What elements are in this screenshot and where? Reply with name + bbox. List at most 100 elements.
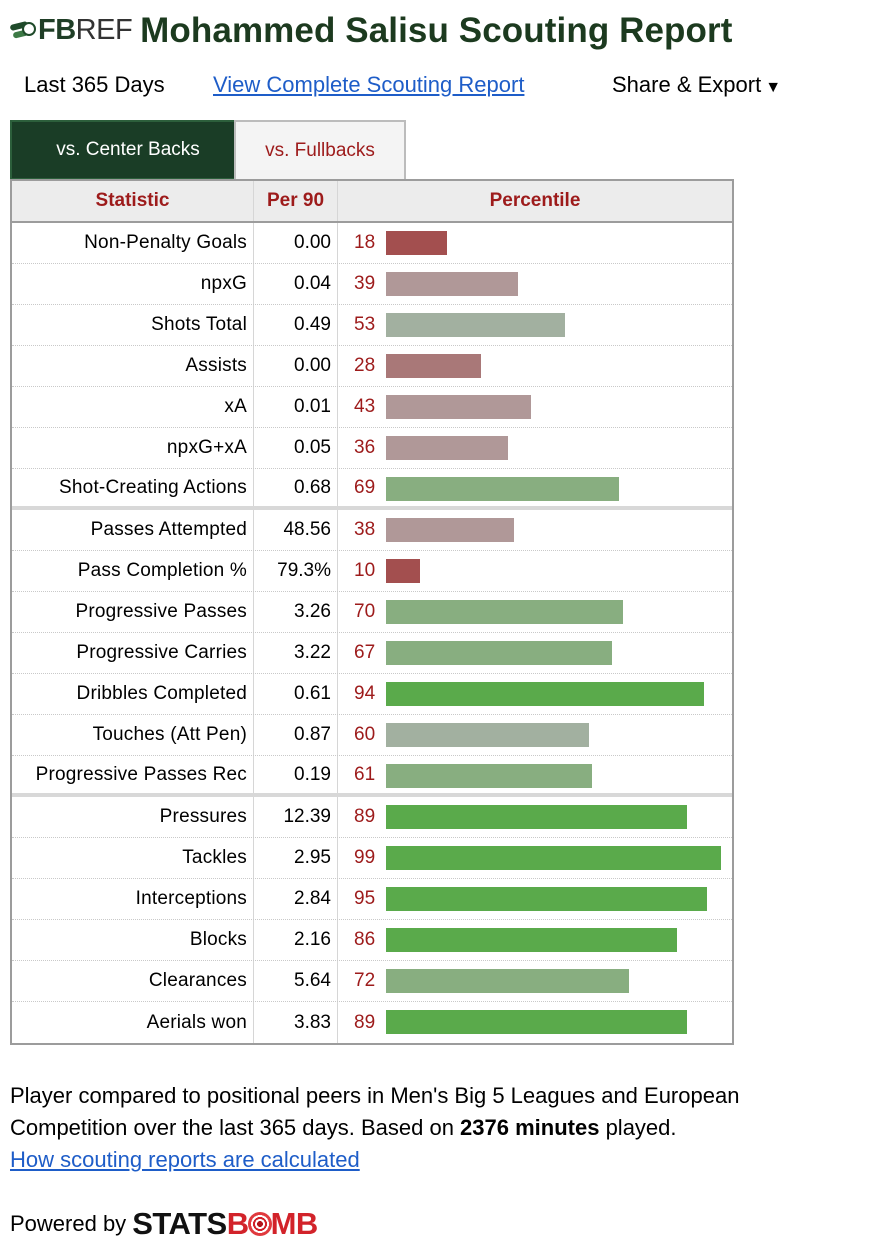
percentile-bar — [386, 559, 420, 583]
per90-value: 0.05 — [254, 428, 338, 468]
table-row: Shot-Creating Actions 0.68 69 — [12, 469, 732, 510]
table-row: Progressive Carries 3.22 67 — [12, 633, 732, 674]
chevron-down-icon: ▼ — [765, 79, 782, 96]
logo-fb: FB — [38, 13, 76, 46]
percentile-cell: 10 — [338, 551, 732, 591]
brand-mb: MB — [270, 1206, 319, 1241]
percentile-cell: 39 — [338, 264, 732, 304]
percentile-cell: 94 — [338, 674, 732, 714]
percentile-cell: 53 — [338, 305, 732, 345]
table-row: Pass Completion % 79.3% 10 — [12, 551, 732, 592]
percentile-cell: 86 — [338, 920, 732, 960]
table-row: Pressures 12.39 89 — [12, 797, 732, 838]
period-label: Last 365 Days — [24, 72, 165, 97]
percentile-value: 53 — [354, 314, 376, 335]
percentile-bar — [386, 1010, 687, 1034]
table-row: Dribbles Completed 0.61 94 — [12, 674, 732, 715]
stat-name: npxG — [12, 264, 254, 304]
per90-value: 0.19 — [254, 756, 338, 793]
table-row: Shots Total 0.49 53 — [12, 305, 732, 346]
table-row: Aerials won 3.83 89 — [12, 1002, 732, 1043]
table-row: npxG+xA 0.05 36 — [12, 428, 732, 469]
percentile-bar — [386, 641, 612, 665]
table-body: Non-Penalty Goals 0.00 18 npxG 0.04 39 Shots T… — [12, 223, 732, 1043]
minutes-played: 2376 minutes — [460, 1115, 600, 1140]
header-percentile[interactable]: Percentile — [489, 190, 581, 211]
percentile-bar — [386, 231, 447, 255]
table-row: Progressive Passes Rec 0.19 61 — [12, 756, 732, 797]
table-header: Statistic Per 90 Percentile — [12, 181, 732, 223]
percentile-value: 38 — [354, 519, 376, 540]
percentile-value: 94 — [354, 683, 376, 704]
soccer-ball-icon — [9, 20, 36, 40]
methodology-link[interactable]: How scouting reports are calculated — [10, 1147, 360, 1172]
percentile-bar — [386, 600, 623, 624]
percentile-value: 36 — [354, 437, 376, 458]
percentile-cell: 70 — [338, 592, 732, 632]
percentile-value: 70 — [354, 601, 376, 622]
per90-value: 12.39 — [254, 797, 338, 837]
percentile-bar — [386, 764, 592, 788]
stat-name: Pass Completion % — [12, 551, 254, 591]
percentile-bar — [386, 887, 707, 911]
per90-value: 5.64 — [254, 961, 338, 1001]
logo-ref: REF — [75, 13, 133, 46]
percentile-bar — [386, 723, 589, 747]
header-per90[interactable]: Per 90 — [254, 181, 338, 221]
per90-value: 2.95 — [254, 838, 338, 878]
per90-value: 0.04 — [254, 264, 338, 304]
stat-name: Non-Penalty Goals — [12, 223, 254, 263]
table-row: npxG 0.04 39 — [12, 264, 732, 305]
percentile-value: 28 — [354, 355, 376, 376]
stat-name: Interceptions — [12, 879, 254, 919]
per90-value: 0.87 — [254, 715, 338, 755]
table-row: Clearances 5.64 72 — [12, 961, 732, 1002]
stat-name: xA — [12, 387, 254, 427]
brand-b: B — [226, 1206, 249, 1241]
percentile-value: 89 — [354, 806, 376, 827]
complete-report-link[interactable]: View Complete Scouting Report — [213, 72, 525, 97]
footer-text-after: played. — [599, 1115, 677, 1140]
percentile-value: 99 — [354, 847, 376, 868]
table-row: Tackles 2.95 99 — [12, 838, 732, 879]
per90-value: 0.68 — [254, 469, 338, 506]
fbref-logo[interactable]: FBREF — [9, 13, 133, 46]
per90-value: 3.26 — [254, 592, 338, 632]
stat-name: Dribbles Completed — [12, 674, 254, 714]
percentile-cell: 43 — [338, 387, 732, 427]
statsbomb-logo[interactable]: STATS B MB — [132, 1206, 318, 1242]
share-export-label: Share & Export — [612, 72, 762, 97]
stat-name: Pressures — [12, 797, 254, 837]
percentile-value: 18 — [354, 232, 376, 253]
brand-stats: STATS — [132, 1206, 227, 1241]
percentile-bar — [386, 846, 721, 870]
percentile-value: 39 — [354, 273, 376, 294]
table-row: Interceptions 2.84 95 — [12, 879, 732, 920]
share-export-menu[interactable]: Share & Export ▼ — [612, 72, 781, 98]
percentile-bar — [386, 805, 687, 829]
per90-value: 0.00 — [254, 223, 338, 263]
logo-text: FBREF — [38, 13, 133, 46]
percentile-cell: 61 — [338, 756, 732, 793]
header-statistic[interactable]: Statistic — [12, 181, 254, 221]
powered-by: Powered by STATS B MB — [10, 1206, 318, 1242]
percentile-value: 86 — [354, 929, 376, 950]
tab-fullbacks[interactable]: vs. Fullbacks — [234, 120, 406, 180]
per90-value: 79.3% — [254, 551, 338, 591]
stat-name: Blocks — [12, 920, 254, 960]
per90-value: 48.56 — [254, 510, 338, 550]
percentile-cell: 28 — [338, 346, 732, 386]
per90-value: 2.16 — [254, 920, 338, 960]
percentile-value: 61 — [354, 763, 376, 785]
per90-value: 0.61 — [254, 674, 338, 714]
page-title: Mohammed Salisu Scouting Report — [140, 10, 733, 50]
tab-center-backs[interactable]: vs. Center Backs — [10, 120, 246, 180]
stat-name: Touches (Att Pen) — [12, 715, 254, 755]
table-row: Assists 0.00 28 — [12, 346, 732, 387]
percentile-cell: 72 — [338, 961, 732, 1001]
table-row: xA 0.01 43 — [12, 387, 732, 428]
per90-value: 0.01 — [254, 387, 338, 427]
percentile-value: 72 — [354, 970, 376, 991]
percentile-bar — [386, 518, 514, 542]
percentile-cell: 67 — [338, 633, 732, 673]
